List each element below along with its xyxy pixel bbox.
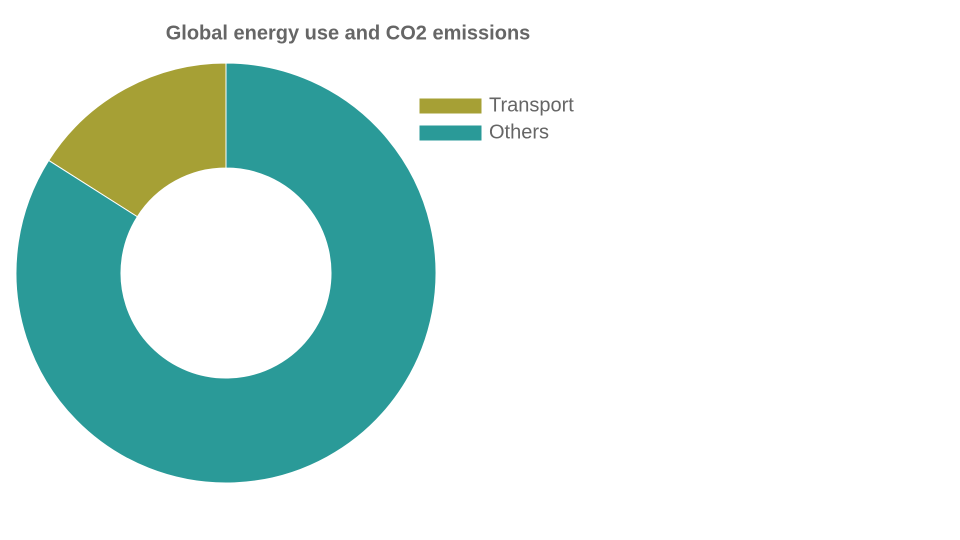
legend-swatch — [418, 124, 483, 142]
slice — [15, 62, 437, 484]
legend-label: Others — [489, 121, 549, 143]
slice — [48, 62, 227, 218]
legend-swatch — [418, 97, 483, 115]
legend-label: Transport — [489, 94, 574, 116]
chart-title: Global energy use and CO2 emissions — [166, 22, 531, 44]
